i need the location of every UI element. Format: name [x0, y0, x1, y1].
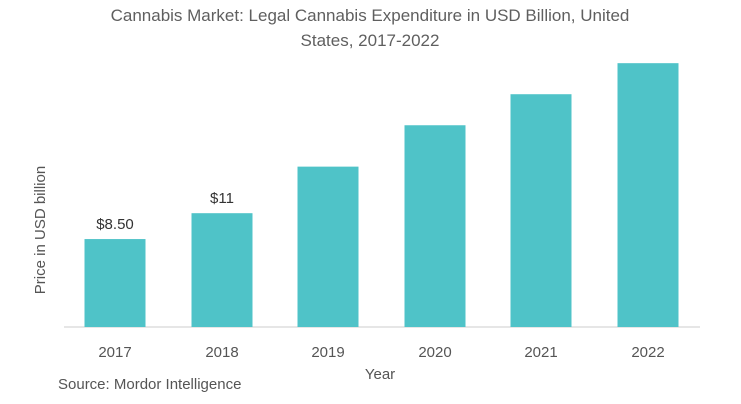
x-tick-label-2021: 2021 [524, 344, 557, 361]
chart-title: Cannabis Market: Legal Cannabis Expendit… [110, 6, 630, 50]
data-label-2017: $8.50 [96, 216, 134, 233]
bar-2022 [617, 63, 679, 328]
bar-2017 [84, 239, 146, 327]
bar-2019 [297, 166, 359, 327]
y-axis-label: Price in USD billion [32, 165, 49, 295]
bar-2021 [510, 94, 572, 327]
bar-2018 [191, 213, 253, 327]
x-tick-label-2019: 2019 [311, 344, 344, 361]
x-tick-label-2022: 2022 [631, 344, 664, 361]
bar-2020 [404, 125, 466, 327]
x-tick-label-2020: 2020 [418, 344, 451, 361]
source-note: Source: Mordor Intelligence [58, 376, 242, 393]
x-tick-label-2018: 2018 [205, 344, 238, 361]
x-tick-label-2017: 2017 [98, 344, 131, 361]
data-label-2018: $11 [210, 190, 234, 207]
x-axis-label: Year [364, 366, 396, 383]
